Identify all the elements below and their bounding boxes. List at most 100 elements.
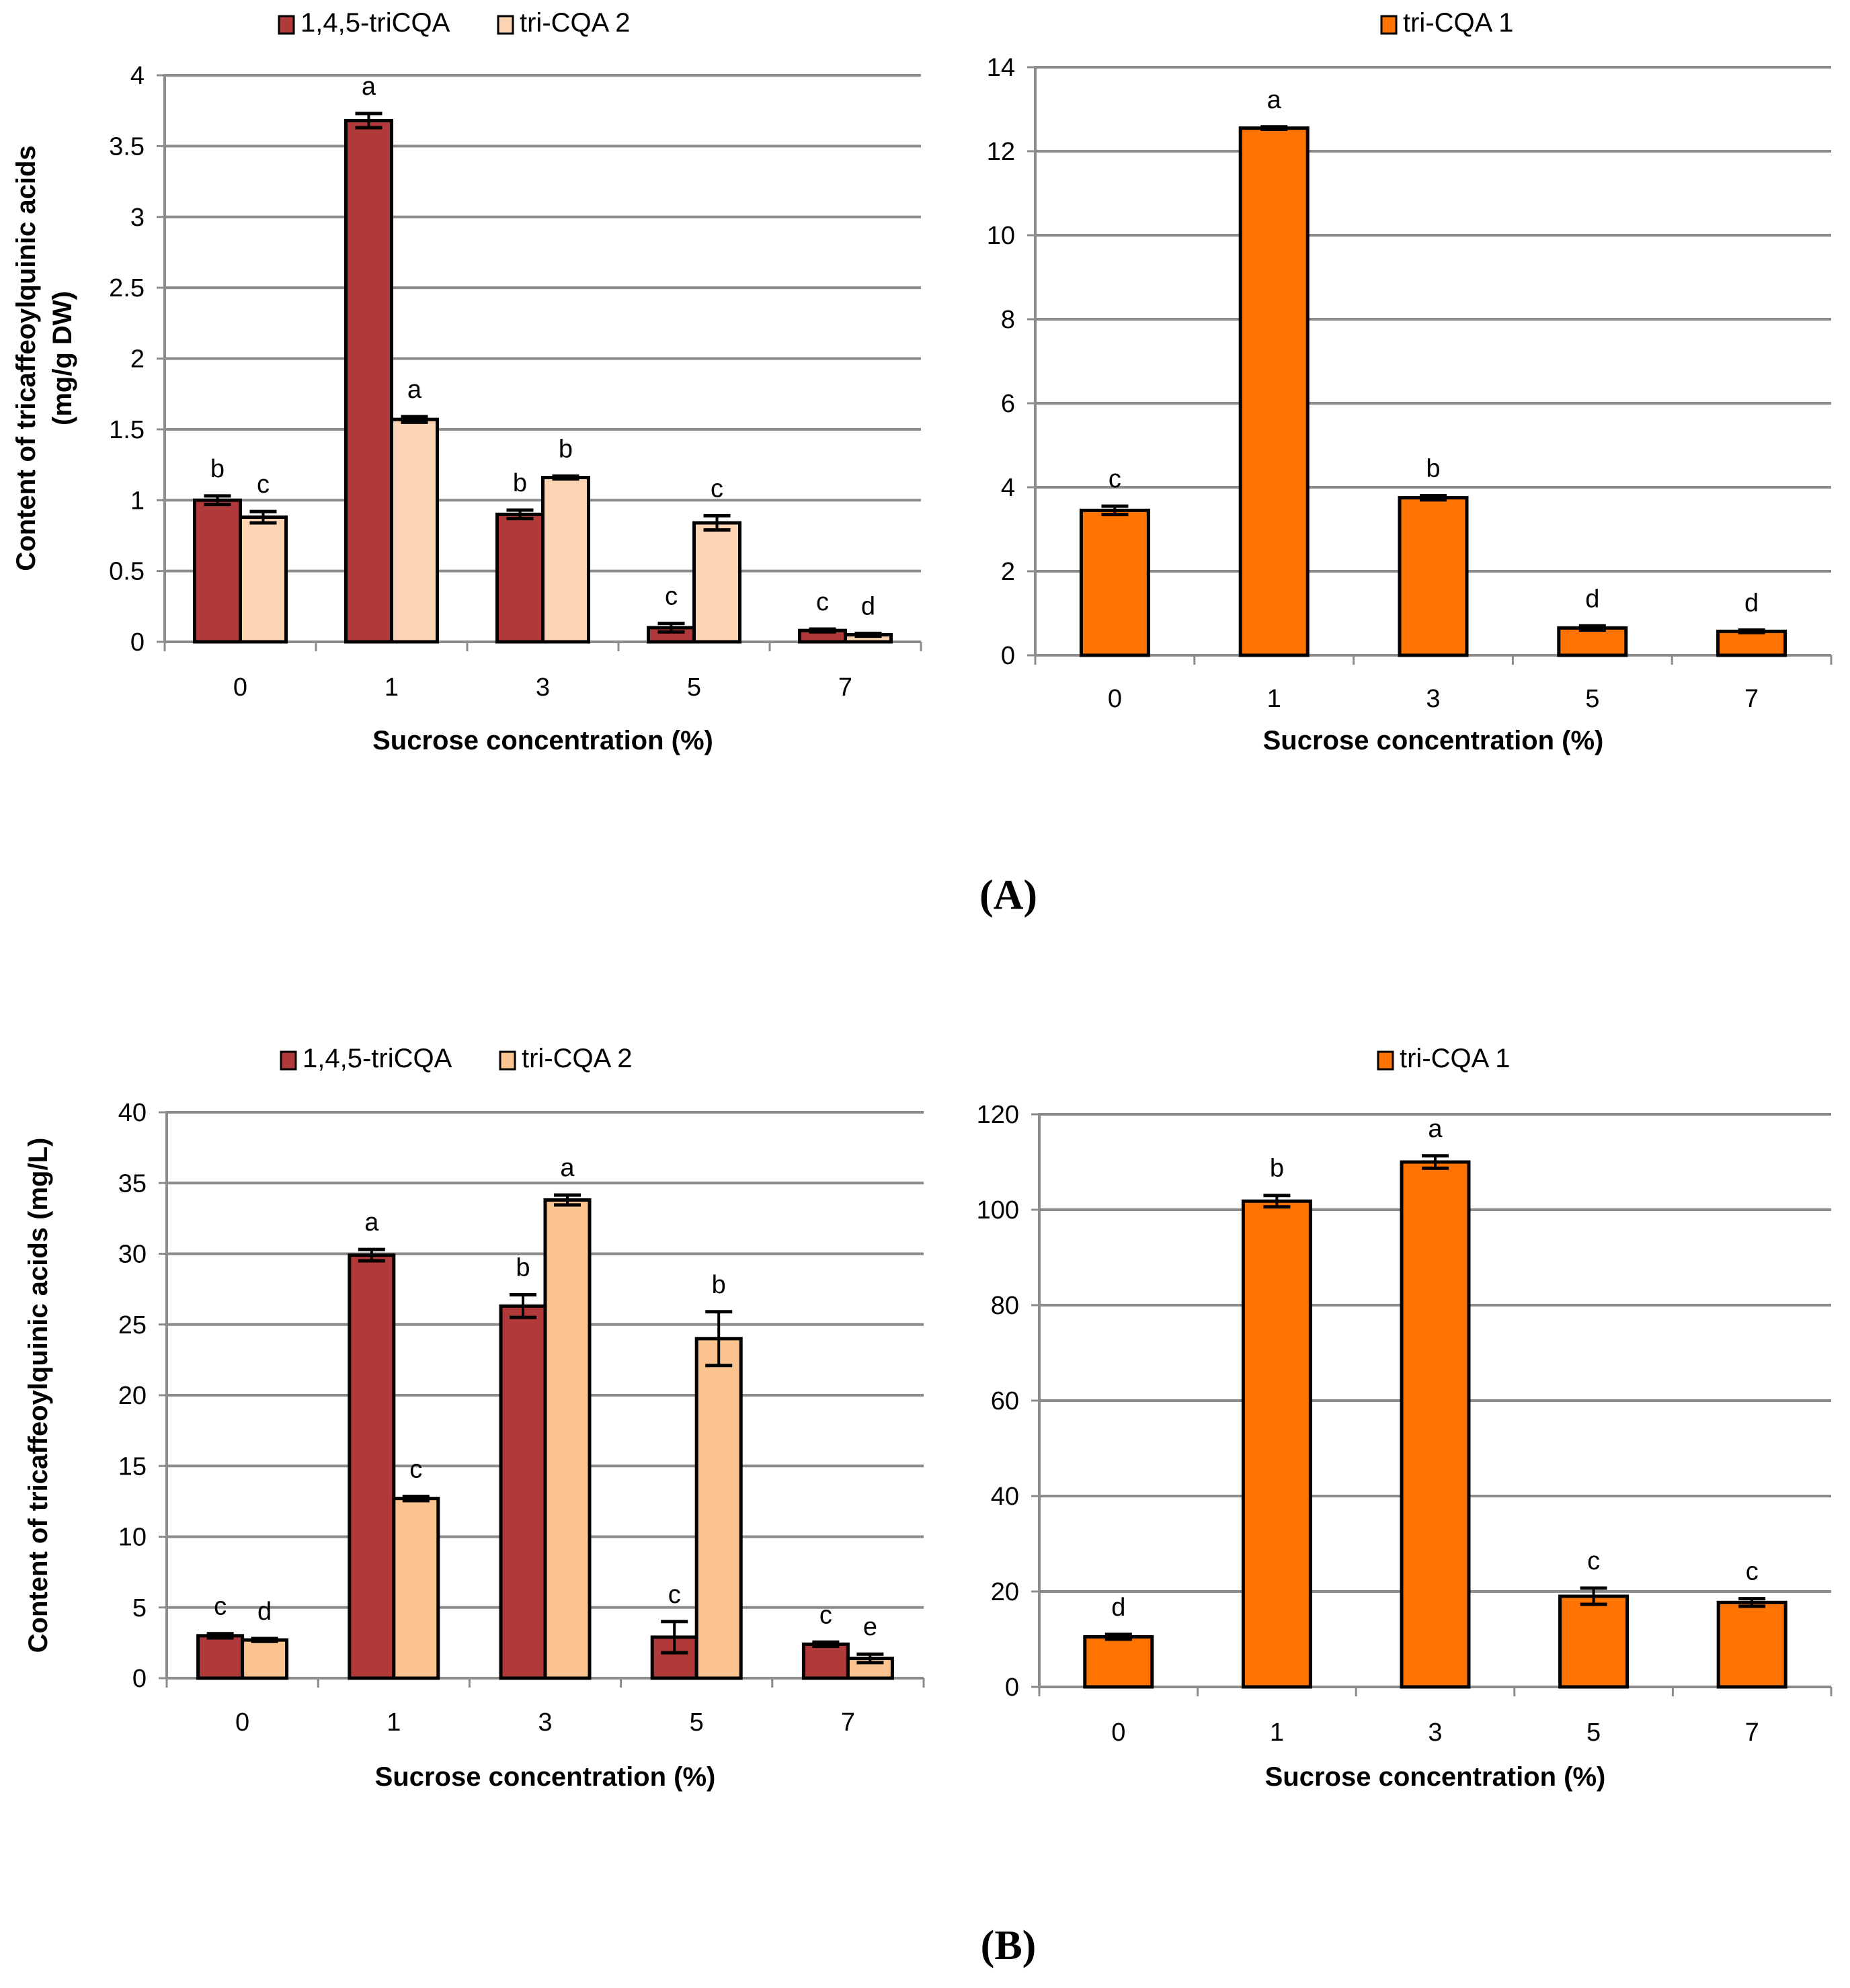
bar-tri-cqa-1-0 bbox=[1083, 1634, 1154, 1689]
significance-letter: e bbox=[863, 1613, 877, 1641]
significance-letter: a bbox=[364, 1208, 379, 1237]
y-tick-label: 10 bbox=[118, 1524, 147, 1552]
significance-letter: a bbox=[362, 73, 376, 101]
bar-tri-cqa-2-1 bbox=[390, 417, 439, 644]
x-tick-label: 5 bbox=[1585, 685, 1599, 713]
y-tick-label: 0 bbox=[1001, 642, 1015, 670]
y-tick-label: 0 bbox=[130, 628, 145, 657]
x-tick-label: 3 bbox=[1426, 685, 1440, 713]
legend-label-1-4-5-tricqa: 1,4,5-triCQA bbox=[303, 1044, 452, 1073]
significance-letter: c bbox=[1587, 1547, 1600, 1575]
significance-letter: c bbox=[711, 474, 723, 503]
panel-label-b: (B) bbox=[981, 1923, 1037, 1969]
y-tick-label: 20 bbox=[118, 1382, 147, 1410]
legend-swatch-tri-cqa-1 bbox=[1380, 15, 1398, 35]
legend-label-tri-cqa-1: tri-CQA 1 bbox=[1400, 1044, 1510, 1073]
bar-tri-cqa-2-3 bbox=[541, 476, 590, 644]
significance-letter: b bbox=[210, 455, 225, 483]
x-tick-label: 1 bbox=[385, 673, 399, 702]
bar-1-4-5-tricqa-0 bbox=[196, 1634, 245, 1680]
bar-tri-cqa-2-0 bbox=[241, 1638, 289, 1680]
y-tick-label: 14 bbox=[987, 54, 1015, 82]
chart-a-right: 0 2 4 6 8 10 12 14 c a b d d 0 1 3 5 7 Sucrose concentrati… bbox=[987, 8, 1833, 755]
bar-1-4-5-tricqa-3 bbox=[499, 1304, 547, 1680]
legend-label-tri-cqa-1: tri-CQA 1 bbox=[1403, 8, 1513, 38]
significance-letter: d bbox=[861, 592, 875, 620]
y-tick-label: 3 bbox=[130, 204, 145, 232]
legend-label-tri-cqa-2: tri-CQA 2 bbox=[522, 1044, 632, 1073]
y-tick-label: 1.5 bbox=[109, 416, 145, 444]
y-tick-label: 5 bbox=[132, 1594, 147, 1622]
x-tick-label: 1 bbox=[1267, 685, 1281, 713]
x-tick-label: 7 bbox=[1744, 685, 1759, 713]
legend-label-1-4-5-tricqa: 1,4,5-triCQA bbox=[300, 8, 450, 38]
x-axis-title: Sucrose concentration (%) bbox=[372, 726, 713, 755]
panel-label-a: (A) bbox=[979, 872, 1037, 918]
x-axis-title: Sucrose concentration (%) bbox=[1265, 1762, 1606, 1792]
chart-a-left: 0 0.5 1 1.5 2 2.5 3 3.5 4 b a b c c c a b c d 0 1 3 5 7 Sucrose … bbox=[11, 8, 922, 755]
chart-b-right: 0 20 40 60 80 100 120 d b a c c 0 1 3 5 7 Sucrose concent… bbox=[977, 1044, 1833, 1792]
x-tick-label: 0 bbox=[1108, 685, 1122, 713]
significance-letter: d bbox=[1744, 589, 1759, 618]
x-tick-label: 3 bbox=[1428, 1718, 1442, 1747]
bar-tri-cqa-1-3 bbox=[1400, 1160, 1471, 1689]
bar-tri-cqa-2-5 bbox=[694, 1337, 743, 1680]
x-axis-title: Sucrose concentration (%) bbox=[1263, 726, 1604, 755]
y-tick-label: 20 bbox=[991, 1578, 1019, 1606]
significance-letter: a bbox=[1428, 1115, 1443, 1143]
y-tick-label: 8 bbox=[1001, 306, 1015, 334]
y-tick-label: 12 bbox=[987, 138, 1015, 166]
significance-letter: c bbox=[665, 583, 678, 611]
bar-tri-cqa-1-3 bbox=[1398, 496, 1469, 657]
y-tick-label: 60 bbox=[991, 1387, 1019, 1415]
bar-tri-cqa-1-1 bbox=[1238, 126, 1310, 657]
significance-letter: b bbox=[712, 1271, 726, 1299]
legend-label-tri-cqa-2: tri-CQA 2 bbox=[520, 8, 630, 38]
y-tick-label: 15 bbox=[118, 1452, 147, 1481]
significance-letter: a bbox=[1267, 86, 1282, 114]
significance-letter: c bbox=[819, 1601, 832, 1629]
x-tick-label: 7 bbox=[838, 673, 852, 702]
legend-swatch-tri-cqa-1 bbox=[1377, 1050, 1394, 1071]
significance-letter: a bbox=[407, 376, 422, 404]
y-tick-label: 0 bbox=[1005, 1673, 1019, 1702]
significance-letter: c bbox=[1109, 465, 1121, 493]
y-axis-title: (mg/g DW) bbox=[48, 291, 77, 425]
x-tick-label: 5 bbox=[1586, 1718, 1601, 1747]
y-tick-label: 40 bbox=[118, 1099, 147, 1127]
significance-letter: c bbox=[1746, 1558, 1759, 1586]
legend-swatch-1-4-5-tricqa bbox=[280, 1050, 297, 1071]
y-tick-label: 80 bbox=[991, 1292, 1019, 1320]
x-tick-label: 5 bbox=[690, 1708, 704, 1737]
significance-letter: a bbox=[560, 1154, 575, 1182]
legend-swatch-tri-cqa-2 bbox=[497, 15, 514, 35]
bar-1-4-5-tricqa-0 bbox=[193, 498, 242, 644]
x-tick-label: 1 bbox=[1270, 1718, 1284, 1747]
bar-tri-cqa-1-5 bbox=[1557, 626, 1628, 657]
x-tick-label: 3 bbox=[536, 673, 550, 702]
x-tick-label: 0 bbox=[235, 1708, 249, 1737]
x-tick-label: 0 bbox=[233, 673, 247, 702]
bar-tri-cqa-1-1 bbox=[1241, 1199, 1312, 1689]
y-tick-label: 25 bbox=[118, 1311, 147, 1339]
y-tick-label: 100 bbox=[977, 1196, 1019, 1225]
legend-swatch-1-4-5-tricqa bbox=[278, 15, 295, 35]
bar-tri-cqa-2-0 bbox=[239, 515, 288, 644]
x-tick-label: 5 bbox=[687, 673, 701, 702]
significance-letter: b bbox=[1426, 455, 1440, 483]
significance-letter: b bbox=[559, 435, 573, 463]
bar-tri-cqa-1-7 bbox=[1716, 629, 1787, 657]
significance-letter: d bbox=[1585, 585, 1599, 613]
x-axis-title: Sucrose concentration (%) bbox=[375, 1762, 716, 1792]
bar-1-4-5-tricqa-1 bbox=[344, 118, 393, 644]
y-tick-label: 3.5 bbox=[109, 132, 145, 161]
x-tick-label: 1 bbox=[387, 1708, 401, 1737]
y-tick-label: 6 bbox=[1001, 390, 1015, 418]
y-tick-label: 120 bbox=[977, 1101, 1019, 1129]
bar-tri-cqa-2-1 bbox=[392, 1497, 440, 1680]
y-tick-label: 2 bbox=[1001, 558, 1015, 586]
y-axis-title: Content of tricaffeoylquinic acids bbox=[11, 145, 41, 571]
x-tick-label: 0 bbox=[1111, 1718, 1125, 1747]
bar-1-4-5-tricqa-1 bbox=[348, 1253, 396, 1680]
